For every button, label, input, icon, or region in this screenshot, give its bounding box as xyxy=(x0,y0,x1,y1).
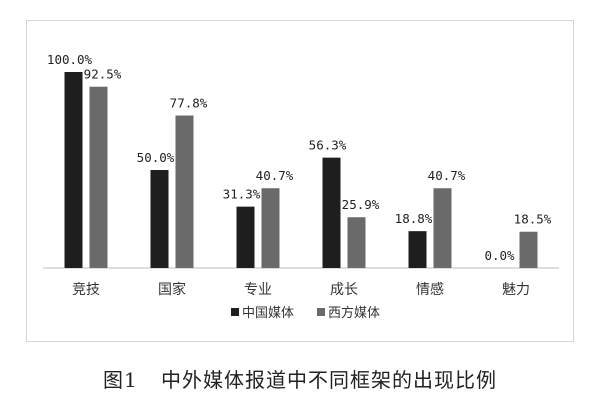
bar-west-4 xyxy=(433,188,452,268)
category-label-2: 专业 xyxy=(244,282,272,298)
bar-west-0 xyxy=(89,86,108,268)
category-label-0: 竞技 xyxy=(72,281,100,298)
data-label-china-5: 0.0% xyxy=(484,248,515,263)
bar-west-1 xyxy=(175,115,194,269)
bar-chart: 100.0%92.5% 竞技 50.0% 77.8% 国家 31.3% 40.7% 专业 56.… xyxy=(43,52,559,321)
caption-number: 图1 xyxy=(102,368,138,392)
chart-frame: 100.0% 92.5% 竞技 50.0% 77.8% 国家 31.3% 40.7% 专业 56.… xyxy=(26,20,574,342)
bar-china-4 xyxy=(408,231,427,268)
data-label-west-4: 40.7% xyxy=(428,168,466,183)
legend-swatch-west xyxy=(317,308,325,316)
legend-label-west: 西方媒体 xyxy=(328,305,380,321)
bar-west-2 xyxy=(261,188,280,268)
data-label-china-1: 50.0% xyxy=(137,150,175,165)
bar-west-5 xyxy=(519,231,538,268)
data-label-west-2: 40.7% xyxy=(256,168,294,183)
data-label-china-4: 18.8% xyxy=(395,211,433,226)
bar-china-2 xyxy=(236,206,255,268)
caption-text: 中外媒体报道中不同框架的出现比例 xyxy=(161,368,498,392)
category-label-3: 成长 xyxy=(330,282,358,298)
legend-label-china: 中国媒体 xyxy=(242,306,294,321)
data-label-china-0: 100.0% xyxy=(47,52,93,67)
bar-china-0 xyxy=(64,72,83,268)
bar-china-3 xyxy=(322,157,341,268)
bar-china-1 xyxy=(150,170,169,268)
data-label-china-3: 56.3% xyxy=(309,138,347,153)
data-label-west-1: 77.8% xyxy=(170,96,208,111)
data-label-west-5: 18.5% xyxy=(514,212,552,227)
data-label-china-2: 31.3% xyxy=(223,187,261,202)
category-label-1: 国家 xyxy=(158,281,186,298)
legend-swatch-china xyxy=(231,308,239,316)
category-label-4: 情感 xyxy=(416,281,444,298)
figure-caption: 图1 中外媒体报道中不同框架的出现比例 xyxy=(0,364,600,393)
bar-west-3 xyxy=(347,217,366,268)
data-label-west-3: 25.9% xyxy=(342,197,380,212)
category-label-5: 魅力 xyxy=(502,282,530,298)
data-label-west-0: 92.5% xyxy=(84,67,122,82)
